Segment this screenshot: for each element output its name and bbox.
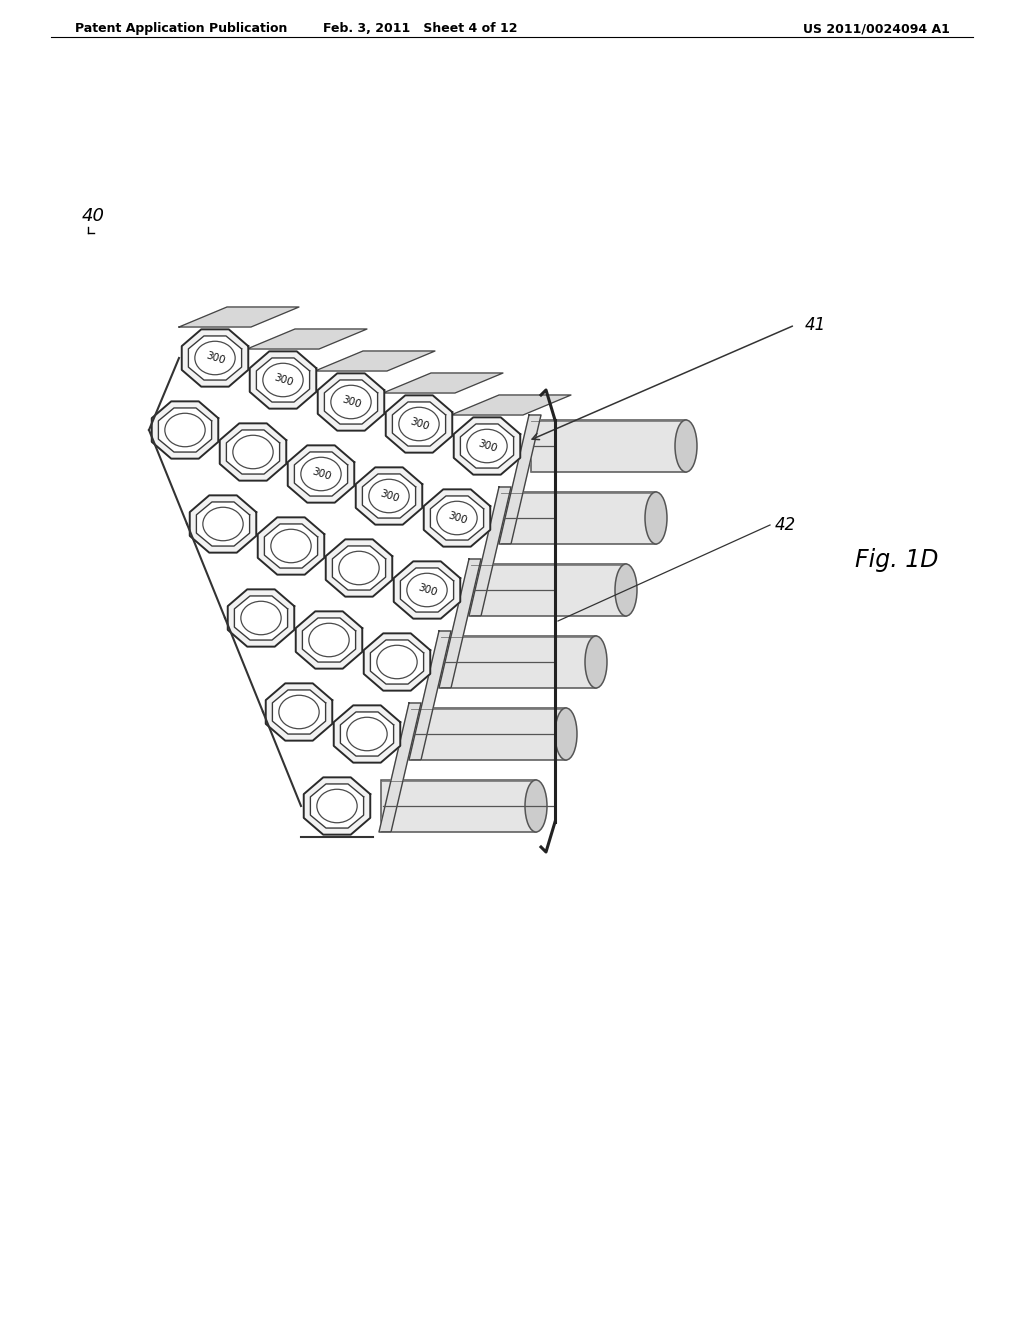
Polygon shape [424,490,490,546]
Ellipse shape [195,342,236,375]
Text: Patent Application Publication: Patent Application Publication [75,22,288,36]
Bar [441,636,596,688]
Ellipse shape [437,502,477,535]
Polygon shape [288,445,354,503]
Polygon shape [383,374,503,393]
Polygon shape [499,414,541,544]
Text: Feb. 3, 2011   Sheet 4 of 12: Feb. 3, 2011 Sheet 4 of 12 [323,22,517,36]
Bar [381,780,536,832]
Bar [411,708,566,760]
Polygon shape [439,558,481,688]
Polygon shape [197,502,250,546]
Polygon shape [325,380,378,424]
Ellipse shape [467,429,507,463]
Ellipse shape [585,636,607,688]
Polygon shape [386,396,453,453]
Text: 41: 41 [805,315,826,334]
Polygon shape [266,684,332,741]
Ellipse shape [615,564,637,616]
Text: 300: 300 [378,488,400,504]
Ellipse shape [165,413,205,446]
Polygon shape [362,474,416,517]
Ellipse shape [203,507,243,541]
Text: 300: 300 [310,466,332,482]
Text: Fig. 1D: Fig. 1D [855,548,939,572]
Polygon shape [355,467,422,524]
Bar [531,420,686,473]
Polygon shape [294,451,347,496]
Polygon shape [394,561,460,619]
Polygon shape [400,568,454,612]
Text: 300: 300 [340,395,361,409]
Ellipse shape [316,789,357,822]
Ellipse shape [675,420,697,473]
Text: 40: 40 [82,207,105,224]
Ellipse shape [301,457,341,491]
Text: 300: 300 [409,416,430,432]
Polygon shape [227,589,294,647]
Polygon shape [226,430,280,474]
Polygon shape [179,308,299,327]
Polygon shape [159,408,212,451]
Ellipse shape [407,573,447,607]
Polygon shape [256,358,309,403]
Polygon shape [247,329,367,348]
Ellipse shape [555,708,577,760]
Ellipse shape [309,623,349,657]
Polygon shape [364,634,430,690]
Text: US 2011/0024094 A1: US 2011/0024094 A1 [803,22,950,36]
Ellipse shape [645,492,667,544]
Ellipse shape [279,696,319,729]
Ellipse shape [369,479,410,512]
Polygon shape [333,546,386,590]
Ellipse shape [241,602,282,635]
Polygon shape [451,395,571,414]
Ellipse shape [339,552,379,585]
Ellipse shape [331,385,371,418]
Polygon shape [317,374,384,430]
Bar [471,564,626,616]
Polygon shape [272,690,326,734]
Polygon shape [334,705,400,763]
Polygon shape [188,337,242,380]
Polygon shape [296,611,362,669]
Ellipse shape [270,529,311,562]
Ellipse shape [398,408,439,441]
Text: 300: 300 [416,582,438,598]
Polygon shape [430,496,483,540]
Polygon shape [340,711,393,756]
Text: 300: 300 [272,372,294,388]
Ellipse shape [232,436,273,469]
Polygon shape [409,631,451,760]
Polygon shape [469,487,511,616]
Polygon shape [189,495,256,553]
Polygon shape [152,401,218,458]
Polygon shape [250,351,316,409]
Text: 300: 300 [204,350,226,366]
Polygon shape [315,351,435,371]
Polygon shape [371,640,424,684]
Polygon shape [326,540,392,597]
Polygon shape [258,517,325,574]
Polygon shape [379,704,421,832]
Ellipse shape [263,363,303,397]
Polygon shape [234,595,288,640]
Ellipse shape [377,645,417,678]
Polygon shape [454,417,520,475]
Polygon shape [461,424,514,469]
Ellipse shape [347,717,387,751]
Polygon shape [220,424,287,480]
Text: 300: 300 [446,511,468,525]
Text: 42: 42 [775,516,797,535]
Polygon shape [310,784,364,828]
Text: 300: 300 [476,438,498,454]
Polygon shape [392,403,445,446]
Polygon shape [264,524,317,568]
Bar [501,492,656,544]
Ellipse shape [525,780,547,832]
Polygon shape [302,618,355,663]
Polygon shape [304,777,371,834]
Polygon shape [181,330,248,387]
